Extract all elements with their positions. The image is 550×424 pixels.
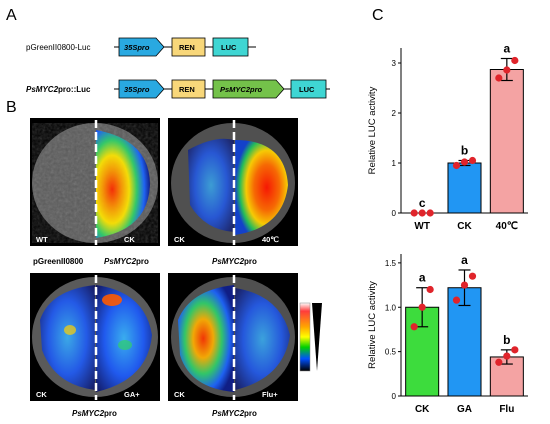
chart2-y-axis-label: Relative LUC activity [367, 281, 378, 369]
chart-top: 0 1 2 3 Relative LUC activity c WT b CK a 40℃ [367, 42, 528, 232]
chart2-significance-letter: a [461, 253, 468, 267]
ren-box-2 [171, 79, 206, 99]
ren-label-2: REN [179, 85, 195, 94]
chart2-data-point [495, 358, 503, 366]
chart2-data-point [426, 285, 434, 294]
leaf-2-caption-italic: PsMYC2 [212, 257, 245, 266]
chart1-data-point [511, 56, 519, 65]
leaf-3-left-label: CK [36, 390, 47, 399]
chart2-category-label: Flu [499, 404, 514, 415]
chart2-data-point [410, 323, 418, 331]
chart2-category-label: GA [457, 404, 472, 415]
chart2-data-point [452, 296, 461, 304]
leaf-2-caption-rest: pro [244, 257, 257, 266]
chart2-data-point [468, 272, 477, 280]
leaf-image-4: CK Flu+ [168, 273, 298, 401]
promoter-35s-arrow [118, 37, 165, 57]
construct-2-name-italic: PsMYC2 [26, 85, 59, 94]
leaf-image-3: CK GA+ [30, 273, 160, 401]
chart2-ytick-label: 1.0 [385, 303, 397, 312]
leaf-4-caption-rest: pro [244, 409, 257, 418]
construct-1-name: pGreenII0800-Luc [26, 43, 91, 52]
panel-b-label: B [6, 99, 17, 116]
chart2-data-point [503, 352, 511, 360]
construct-2-name-rest: pro::Luc [58, 85, 91, 94]
chart1-ytick-label: 3 [392, 59, 397, 68]
construct-2-name: PsMYC2pro::Luc [26, 85, 91, 94]
luminescence-color-scale [299, 302, 322, 372]
chart2-data-point [511, 346, 519, 354]
chart1-y-axis-label: Relative LUC activity [367, 86, 378, 174]
chart1-category-label: CK [457, 221, 472, 232]
leaf-2-right-label: 40℃ [262, 235, 279, 244]
leaf-3-caption-italic: PsMYC2 [72, 409, 105, 418]
leaf-1-caption-left: pGreenII0800 [33, 257, 84, 266]
chart1-bar [489, 69, 524, 214]
chart2-data-point [460, 281, 469, 289]
leaf-1-right-label: CK [124, 235, 135, 244]
construct-1: pGreenII0800-Luc 35Spro REN LUC [26, 37, 256, 57]
chart1-data-point [418, 209, 426, 217]
promoter-35s-label-2: 35Spro [124, 85, 150, 94]
chart2-data-point [418, 303, 426, 311]
leaf-2-caption: PsMYC2pro [212, 257, 257, 266]
chart1-data-point [460, 158, 469, 166]
chart1-category-label: WT [414, 221, 430, 232]
promoter-35s-label: 35Spro [124, 43, 150, 52]
chart2-significance-letter: b [503, 333, 510, 347]
leaf-image-2: CK 40℃ [168, 118, 298, 246]
leaf-4-caption-italic: PsMYC2 [212, 409, 245, 418]
leaf-4-right-label: Flu+ [262, 390, 278, 399]
intensity-wedge [312, 303, 322, 371]
chart2-category-label: CK [415, 404, 430, 415]
chart1-significance-letter: b [461, 144, 468, 158]
chart1-significance-letter: a [503, 42, 510, 56]
leaf-1-caption-rest: pro [136, 257, 149, 266]
leaf-1-caption-right: PsMYC2pro [104, 257, 149, 266]
chart1-significance-letter: c [419, 196, 426, 210]
panel-c-label: C [372, 7, 384, 24]
chart1-data-point [468, 156, 477, 165]
psmyc2-promoter-arrow [212, 79, 285, 99]
leaf-1-caption-italic: PsMYC2 [104, 257, 137, 266]
leaf-3-caption: PsMYC2pro [72, 409, 117, 418]
chart2-ytick-label: 0.5 [385, 348, 397, 357]
chart1-ytick-label: 2 [392, 109, 397, 118]
leaf-2-left-label: CK [174, 235, 185, 244]
chart-bottom: 0 0.5 1.0 1.5 Relative LUC activity a CK a GA b Fl… [367, 253, 528, 415]
chart1-category-label: 40℃ [496, 221, 518, 232]
chart1-data-point [410, 209, 418, 217]
leaf-4-left-label: CK [174, 390, 185, 399]
chart1-data-point [452, 161, 461, 170]
chart1-data-point [495, 74, 503, 82]
luc-box-2 [290, 79, 327, 99]
leaf-3-right-label: GA+ [124, 390, 140, 399]
leaf-4-caption: PsMYC2pro [212, 409, 257, 418]
chart1-ytick-label: 0 [392, 209, 397, 218]
leaf-image-1: WT CK [30, 118, 160, 246]
psmyc2-promoter-label: PsMYC2pro [220, 85, 263, 94]
luc-label: LUC [221, 43, 237, 52]
chart1-data-point [503, 66, 511, 74]
luc-label-2: LUC [299, 85, 315, 94]
ren-box [171, 37, 206, 57]
construct-2: PsMYC2pro::Luc 35Spro REN PsMYC2pro LUC [26, 79, 330, 99]
chart1-bar [447, 162, 482, 214]
luc-box [212, 37, 249, 57]
chart1-ytick-label: 1 [392, 159, 397, 168]
leaf-3-caption-rest: pro [104, 409, 117, 418]
promoter-35s-arrow-2 [118, 79, 165, 99]
chart2-ytick-label: 1.5 [385, 259, 397, 268]
chart1-data-point [426, 209, 434, 217]
chart2-ytick-label: 0 [392, 392, 397, 401]
ren-label: REN [179, 43, 195, 52]
panel-a-label: A [6, 7, 17, 24]
leaf-1-left-label: WT [36, 235, 48, 244]
chart2-significance-letter: a [419, 271, 426, 285]
